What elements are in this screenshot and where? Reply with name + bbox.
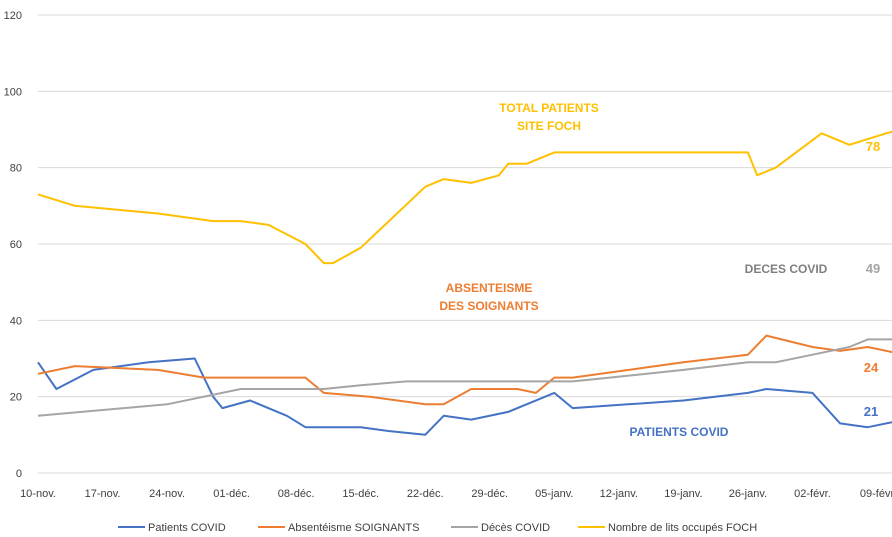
annotation-deces-covid: DECES COVID xyxy=(745,262,828,276)
x-tick-label: 24-nov. xyxy=(149,488,185,500)
x-tick-label: 19-janv. xyxy=(664,488,702,500)
x-tick-label: 05-janv. xyxy=(535,488,573,500)
y-axis-ticks: 0 20 40 60 80 100 120 xyxy=(4,10,22,480)
x-tick-label: 29-déc. xyxy=(471,488,508,500)
gridlines xyxy=(38,14,892,474)
y-tick-label: 0 xyxy=(16,468,22,480)
end-label-patients: 21 xyxy=(864,404,878,419)
x-tick-label: 09-févr xyxy=(860,488,892,500)
annotations: TOTAL PATIENTS SITE FOCH ABSENTEISME DES… xyxy=(439,101,880,439)
y-tick-label: 80 xyxy=(10,163,22,175)
end-label-absenteisme: 24 xyxy=(864,360,879,375)
end-label-deces: 49 xyxy=(866,261,880,276)
end-label-lits: 78 xyxy=(866,139,880,154)
legend-label-deces: Décès COVID xyxy=(481,522,550,534)
y-tick-label: 20 xyxy=(10,392,22,404)
annotation-absenteisme: ABSENTEISME xyxy=(446,281,533,295)
x-tick-label: 02-févr. xyxy=(794,488,831,500)
x-tick-label: 17-nov. xyxy=(85,488,121,500)
series-line-0 xyxy=(37,357,892,436)
legend-label-patients: Patients COVID xyxy=(148,522,226,534)
annotation-total-patients: TOTAL PATIENTS xyxy=(499,101,599,115)
x-tick-label: 22-déc. xyxy=(407,488,444,500)
y-tick-label: 60 xyxy=(10,239,22,251)
series-line-1 xyxy=(37,334,892,406)
annotation-site-foch: SITE FOCH xyxy=(517,119,581,133)
x-tick-label: 26-janv. xyxy=(729,488,767,500)
legend-label-lits: Nombre de lits occupés FOCH xyxy=(608,522,757,534)
series-lines xyxy=(37,130,892,436)
annotation-patients-covid: PATIENTS COVID xyxy=(630,425,729,439)
x-axis-ticks: 10-nov. 17-nov. 24-nov. 01-déc. 08-déc. 15-dé… xyxy=(20,488,892,500)
x-tick-label: 01-déc. xyxy=(213,488,250,500)
series-line-2 xyxy=(37,338,892,417)
y-tick-label: 40 xyxy=(10,315,22,327)
x-tick-label: 15-déc. xyxy=(342,488,379,500)
series-line-3 xyxy=(37,130,892,265)
y-tick-label: 120 xyxy=(4,10,22,22)
y-tick-label: 100 xyxy=(4,86,22,98)
legend: Patients COVID Absentéisme SOIGNANTS Déc… xyxy=(118,522,757,534)
annotation-des-soignants: DES SOIGNANTS xyxy=(439,299,538,313)
legend-label-absenteisme: Absentéisme SOIGNANTS xyxy=(288,522,419,534)
x-tick-label: 10-nov. xyxy=(20,488,56,500)
x-tick-label: 08-déc. xyxy=(278,488,315,500)
x-tick-label: 12-janv. xyxy=(600,488,638,500)
